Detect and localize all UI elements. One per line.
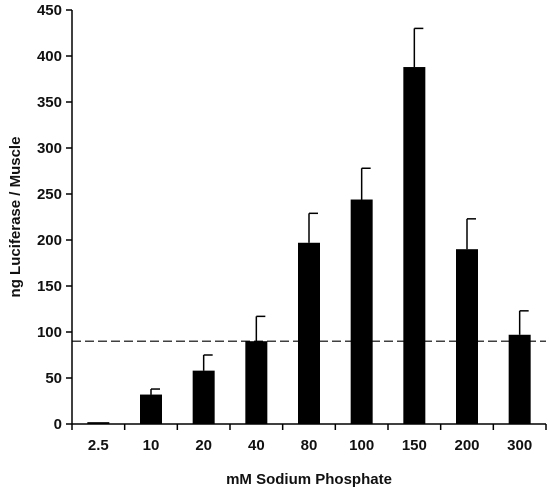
bar: [456, 249, 478, 424]
x-tick-label: 20: [195, 437, 212, 454]
y-tick-label: 250: [37, 186, 62, 203]
x-tick-label: 200: [454, 437, 479, 454]
x-tick-label: 10: [143, 437, 160, 454]
y-axis: 0 50 100 150 200 250 300 350 400 450: [37, 2, 73, 433]
x-tick-label: 150: [402, 437, 427, 454]
y-tick-label: 400: [37, 48, 62, 65]
x-axis-title: mM Sodium Phosphate: [226, 471, 392, 488]
bar: [298, 242, 320, 424]
bar: [350, 199, 373, 424]
bar: [245, 341, 268, 424]
x-tick-label: 80: [301, 437, 318, 454]
bar: [508, 334, 531, 424]
bars: [87, 27, 531, 424]
y-tick-label: 150: [37, 278, 62, 295]
y-tick-label: 0: [54, 416, 62, 433]
bar: [403, 67, 426, 424]
x-tick-label: 300: [507, 437, 532, 454]
bar: [140, 394, 162, 424]
y-tick-label: 100: [37, 324, 62, 341]
y-tick-label: 50: [45, 370, 62, 387]
y-tick-label: 300: [37, 140, 62, 157]
x-tick-label: 40: [248, 437, 265, 454]
y-tick-label: 350: [37, 94, 62, 111]
bar: [192, 370, 215, 424]
x-tick-label: 2.5: [88, 437, 109, 454]
x-axis: 2.5 10 20 40 80 100 150 200 300: [71, 423, 547, 454]
y-tick-label: 450: [37, 2, 62, 19]
y-axis-title: ng Luciferase / Muscle: [7, 137, 24, 298]
y-tick-label: 200: [37, 232, 62, 249]
x-tick-label: 100: [349, 437, 374, 454]
bar: [87, 422, 110, 424]
